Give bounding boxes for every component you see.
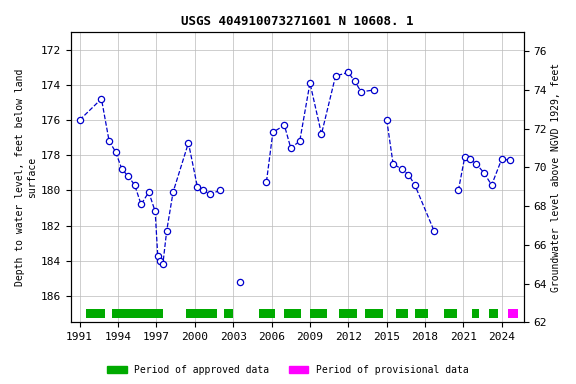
Bar: [415, 309, 427, 318]
Bar: [310, 309, 327, 318]
Bar: [489, 309, 498, 318]
Bar: [186, 309, 217, 318]
Bar: [472, 309, 479, 318]
Bar: [444, 309, 457, 318]
Bar: [224, 309, 233, 318]
Legend: Period of approved data, Period of provisional data: Period of approved data, Period of provi…: [103, 361, 473, 379]
Bar: [365, 309, 383, 318]
Bar: [112, 309, 163, 318]
Bar: [508, 309, 518, 318]
Title: USGS 404910073271601 N 10608. 1: USGS 404910073271601 N 10608. 1: [181, 15, 414, 28]
Y-axis label: Groundwater level above NGVD 1929, feet: Groundwater level above NGVD 1929, feet: [551, 63, 561, 292]
Bar: [86, 309, 105, 318]
Bar: [396, 309, 408, 318]
Y-axis label: Depth to water level, feet below land
surface: Depth to water level, feet below land su…: [15, 68, 37, 286]
Bar: [259, 309, 275, 318]
Bar: [285, 309, 301, 318]
Bar: [339, 309, 357, 318]
